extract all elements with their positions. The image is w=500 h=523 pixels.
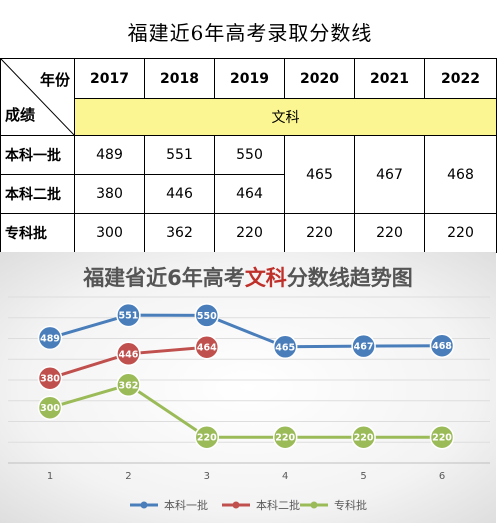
data-point <box>37 395 63 420</box>
data-point <box>116 372 141 398</box>
x-tick-label: 6 <box>439 471 445 482</box>
value-cell: 220 <box>424 213 497 253</box>
data-point <box>194 424 220 450</box>
x-tick-label: 3 <box>204 471 210 482</box>
data-label: 467 <box>354 342 374 353</box>
data-label: 446 <box>118 349 138 360</box>
table-row: 专科批 300 362 220 220 220 220 <box>0 213 497 253</box>
legend-marker <box>232 501 240 509</box>
data-label: 489 <box>40 333 60 344</box>
legend-label: 专科批 <box>334 498 367 512</box>
data-label: 300 <box>40 403 60 414</box>
table-row: 本科一批 489 551 550 465 467 468 <box>0 135 497 214</box>
year-header-row: 年份 成绩 2017 2018 2019 2020 2021 2022 <box>0 58 497 136</box>
value-cell: 380 <box>74 174 145 214</box>
data-point <box>351 424 376 450</box>
data-point <box>116 341 141 367</box>
value-cell: 489 <box>74 135 145 175</box>
table-title: 福建近6年高考录取分数线 <box>127 21 373 45</box>
data-label: 465 <box>275 342 295 353</box>
value-cell: 464 <box>214 174 285 214</box>
chart-title-part: 分数线趋势图 <box>287 266 413 290</box>
year-cell: 2020 <box>284 58 355 99</box>
legend-label: 本科一批 <box>164 498 208 512</box>
data-point <box>429 424 455 450</box>
year-header-label: 年份 <box>39 71 70 89</box>
data-label: 220 <box>432 433 452 444</box>
merged-value-cell: 468 <box>424 135 497 214</box>
series-line <box>49 313 443 349</box>
year-cell: 2022 <box>424 58 497 99</box>
chart-svg: 福建省近6年高考文科分数线趋势图 1 2 3 4 5 6 489 551 550 465 467 4… <box>8 266 490 512</box>
value-cell: 220 <box>214 213 285 253</box>
row-label: 专科批 <box>0 213 75 253</box>
value-cell: 362 <box>144 213 215 253</box>
value-cell: 551 <box>144 135 215 175</box>
merged-value-cell: 467 <box>354 135 425 214</box>
series-line <box>49 383 442 439</box>
value-cell: 300 <box>74 213 145 253</box>
data-point <box>272 424 298 450</box>
diagonal-line <box>1 59 75 136</box>
year-cell: 2018 <box>144 58 215 99</box>
data-point <box>37 365 63 391</box>
chart-title: 福建省近6年高考文科分数线趋势图 <box>82 266 413 290</box>
year-cell: 2017 <box>74 58 145 99</box>
score-header-label: 成绩 <box>5 106 36 124</box>
row-label: 本科二批 <box>0 174 75 214</box>
corner-cell: 年份 成绩 <box>0 58 75 136</box>
merged-value-cell: 465 <box>284 135 355 214</box>
year-cell: 2019 <box>214 58 285 99</box>
x-tick-label: 5 <box>360 471 366 482</box>
legend-marker <box>140 501 148 509</box>
value-cell: 220 <box>284 213 355 253</box>
chart-title-highlight: 文科 <box>245 266 287 290</box>
trend-chart: 福建省近6年高考文科分数线趋势图 1 2 3 4 5 6 489 551 550 465 467 4… <box>0 252 496 523</box>
legend-label: 本科二批 <box>256 498 300 512</box>
value-cell: 446 <box>144 174 215 214</box>
data-point <box>272 334 298 360</box>
data-label: 220 <box>275 433 295 444</box>
legend-marker <box>310 501 318 509</box>
data-label: 550 <box>197 311 217 322</box>
data-point <box>351 333 376 359</box>
data-label: 220 <box>197 433 217 444</box>
data-label: 464 <box>197 343 217 354</box>
score-table: 年份 成绩 2017 2018 2019 2020 2021 2022 文科 本… <box>0 58 497 253</box>
x-tick-label: 1 <box>47 471 53 482</box>
year-cell: 2021 <box>354 58 425 99</box>
row-label: 本科一批 <box>0 135 75 175</box>
value-cell: 220 <box>354 213 425 253</box>
data-label: 551 <box>118 311 138 322</box>
data-label: 220 <box>354 433 374 444</box>
data-point <box>429 333 455 358</box>
data-point <box>194 303 220 328</box>
data-label: 380 <box>40 374 60 385</box>
data-label: 468 <box>432 341 452 352</box>
value-cell: 550 <box>214 135 285 175</box>
x-tick-label: 4 <box>282 471 288 482</box>
data-point <box>116 302 141 328</box>
data-label: 362 <box>118 380 138 391</box>
subject-row: 文科 <box>1 98 497 136</box>
data-point <box>194 334 220 360</box>
data-point <box>37 325 63 351</box>
subject-cell: 文科 <box>74 98 497 136</box>
x-tick-label: 2 <box>125 471 131 482</box>
chart-title-part: 福建省近6年高考 <box>82 266 245 290</box>
